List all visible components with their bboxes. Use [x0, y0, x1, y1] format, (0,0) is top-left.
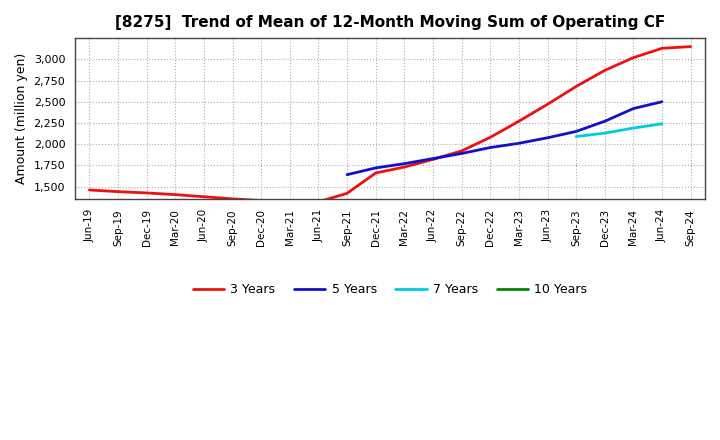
5 Years: [572, 129, 580, 134]
7 Years: [600, 131, 609, 136]
3 Years: [85, 187, 94, 193]
3 Years: [372, 170, 380, 176]
3 Years: [428, 157, 437, 162]
3 Years: [257, 198, 266, 203]
5 Years: [515, 141, 523, 146]
5 Years: [658, 99, 667, 104]
7 Years: [629, 125, 638, 131]
3 Years: [228, 196, 237, 202]
3 Years: [486, 135, 495, 140]
Line: 3 Years: 3 Years: [89, 47, 690, 202]
3 Years: [343, 191, 351, 196]
3 Years: [114, 189, 122, 194]
3 Years: [285, 200, 294, 205]
5 Years: [343, 172, 351, 177]
Y-axis label: Amount (million yen): Amount (million yen): [15, 53, 28, 184]
5 Years: [629, 106, 638, 111]
3 Years: [314, 199, 323, 205]
Line: 7 Years: 7 Years: [576, 124, 662, 136]
3 Years: [600, 68, 609, 73]
Line: 5 Years: 5 Years: [347, 102, 662, 175]
5 Years: [400, 161, 409, 166]
3 Years: [400, 165, 409, 170]
7 Years: [572, 134, 580, 139]
7 Years: [658, 121, 667, 126]
3 Years: [658, 46, 667, 51]
5 Years: [543, 135, 552, 140]
5 Years: [372, 165, 380, 171]
3 Years: [171, 192, 179, 197]
5 Years: [457, 151, 466, 156]
3 Years: [572, 84, 580, 89]
5 Years: [486, 145, 495, 150]
Legend: 3 Years, 5 Years, 7 Years, 10 Years: 3 Years, 5 Years, 7 Years, 10 Years: [188, 278, 593, 301]
3 Years: [143, 190, 151, 195]
3 Years: [199, 194, 208, 199]
3 Years: [457, 148, 466, 154]
3 Years: [543, 102, 552, 107]
3 Years: [686, 44, 695, 49]
3 Years: [515, 119, 523, 124]
5 Years: [600, 119, 609, 124]
5 Years: [428, 156, 437, 161]
Title: [8275]  Trend of Mean of 12-Month Moving Sum of Operating CF: [8275] Trend of Mean of 12-Month Moving …: [115, 15, 665, 30]
3 Years: [629, 55, 638, 60]
